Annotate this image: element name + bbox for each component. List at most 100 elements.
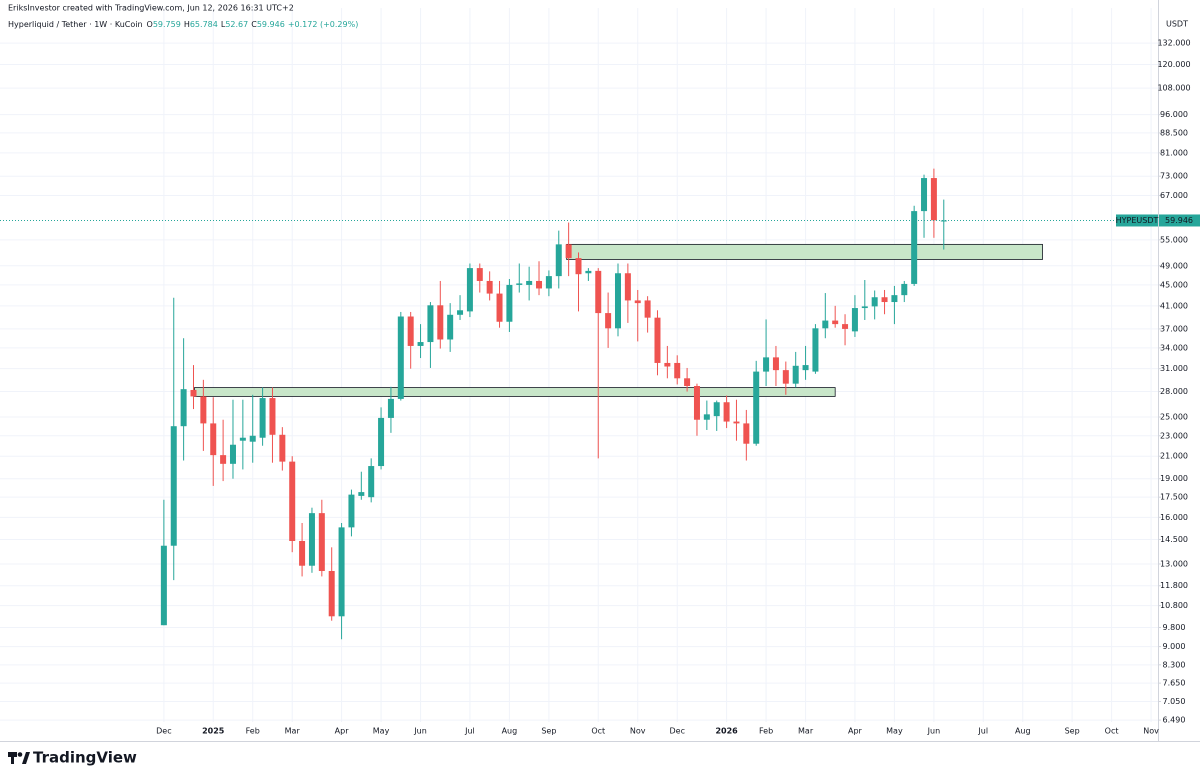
candle-body — [624, 273, 631, 301]
legend-item: +0.172 (+0.29%) — [288, 20, 359, 29]
candle-body — [249, 435, 256, 442]
candle-body — [782, 370, 789, 384]
candle-body — [447, 314, 454, 340]
candle-body — [940, 220, 947, 222]
legend-item: H — [184, 20, 190, 29]
candle-body — [368, 466, 375, 498]
candle-body — [506, 284, 513, 322]
candle-body — [743, 423, 750, 444]
y-tick-label: 96.000 — [1160, 110, 1188, 119]
candle-body — [555, 244, 562, 277]
candle-body — [763, 357, 770, 372]
candle-body — [733, 421, 740, 424]
legend-item: 59.946 — [257, 20, 285, 29]
candle-body — [526, 280, 533, 285]
y-tick-label: 11.800 — [1160, 581, 1188, 590]
candle-body — [328, 571, 335, 617]
candle-body — [437, 305, 444, 340]
legend-item: 65.784 — [190, 20, 218, 29]
candle-body — [595, 270, 602, 314]
y-tick-label: 23.000 — [1160, 431, 1188, 440]
y-tick-label: 9.800 — [1163, 623, 1186, 632]
candle-body — [930, 178, 937, 221]
y-tick-label: 13.000 — [1160, 559, 1188, 568]
y-tick-label: 6.490 — [1163, 716, 1186, 725]
candle-body — [861, 306, 868, 309]
axis-unit: USDT — [1166, 20, 1188, 29]
candle-body — [605, 313, 612, 329]
candle-body — [516, 283, 523, 285]
candle-body — [239, 437, 246, 441]
legend-item: 52.67 — [225, 20, 248, 29]
candle-body — [545, 276, 552, 289]
x-tick-label: Dec — [669, 727, 684, 736]
candle-body — [160, 545, 167, 626]
x-tick-label: Jul — [464, 727, 475, 736]
y-tick-label: 73.000 — [1160, 172, 1188, 181]
y-tick-label: 120.000 — [1157, 60, 1190, 69]
x-tick-label: 2025 — [202, 727, 225, 736]
candle-body — [348, 494, 355, 528]
x-tick-label: Jun — [413, 727, 427, 736]
legend-item: Hyperliquid / Tether · 1W · KuCoin — [8, 20, 143, 29]
y-tick-label: 67.000 — [1160, 191, 1188, 200]
x-tick-label: Apr — [848, 727, 863, 736]
x-tick-label: Oct — [1105, 727, 1119, 736]
y-tick-label: 31.000 — [1160, 364, 1188, 373]
legend-line: Hyperliquid / Tether · 1W · KuCoin O59.75… — [8, 20, 358, 29]
candle-body — [634, 300, 641, 304]
zone — [194, 387, 836, 397]
candle-body — [851, 308, 858, 332]
x-tick-label: Jun — [927, 727, 941, 736]
y-tick-label: 37.000 — [1160, 324, 1188, 333]
candle-body — [457, 310, 464, 315]
legend-item: 59.759 — [153, 20, 181, 29]
y-tick-label: 9.000 — [1163, 642, 1186, 651]
x-tick-label: Aug — [502, 727, 518, 736]
candle-body — [832, 320, 839, 325]
candle-body — [259, 398, 266, 438]
candle-body — [684, 378, 691, 387]
price-tag — [1159, 214, 1200, 227]
x-tick-label: Nov — [630, 727, 646, 736]
candle-body — [871, 297, 878, 307]
candle-body — [842, 324, 849, 329]
x-tick-label: Mar — [798, 727, 814, 736]
candle-body — [210, 423, 217, 456]
candle-body — [407, 316, 414, 346]
symbol-label: HYPEUSDT — [1116, 216, 1159, 225]
candle-body — [279, 434, 286, 462]
logo-dot — [17, 752, 23, 757]
candle-body — [496, 293, 503, 322]
candle-body — [536, 280, 543, 289]
candle-body — [792, 365, 799, 384]
candle-body — [170, 426, 177, 546]
y-tick-label: 19.000 — [1160, 474, 1188, 483]
candle-body — [921, 178, 928, 212]
x-tick-label: Feb — [759, 727, 773, 736]
candle-body — [812, 328, 819, 372]
candle-body — [229, 444, 236, 464]
candle-body — [338, 527, 345, 617]
candle-body — [200, 396, 207, 424]
candle-body — [753, 371, 760, 444]
candle-body — [180, 389, 187, 427]
legend-item: O — [147, 20, 153, 29]
y-tick-label: 132.000 — [1157, 39, 1190, 48]
candle-body — [486, 280, 493, 294]
candle-body — [772, 357, 779, 371]
y-tick-label: 21.000 — [1160, 452, 1188, 461]
candle-body — [289, 461, 296, 541]
y-tick-label: 17.500 — [1160, 493, 1188, 502]
x-tick-label: Jul — [977, 727, 988, 736]
y-tick-label: 7.050 — [1163, 697, 1186, 706]
candle-body — [220, 455, 227, 464]
x-tick-label: May — [886, 727, 903, 736]
candle-body — [713, 402, 720, 417]
x-tick-label: Apr — [335, 727, 350, 736]
candle-body — [378, 417, 385, 467]
x-tick-label: Aug — [1015, 727, 1031, 736]
logo-stem — [11, 752, 14, 764]
candle-body — [387, 398, 394, 418]
y-tick-label: 25.000 — [1160, 413, 1188, 422]
